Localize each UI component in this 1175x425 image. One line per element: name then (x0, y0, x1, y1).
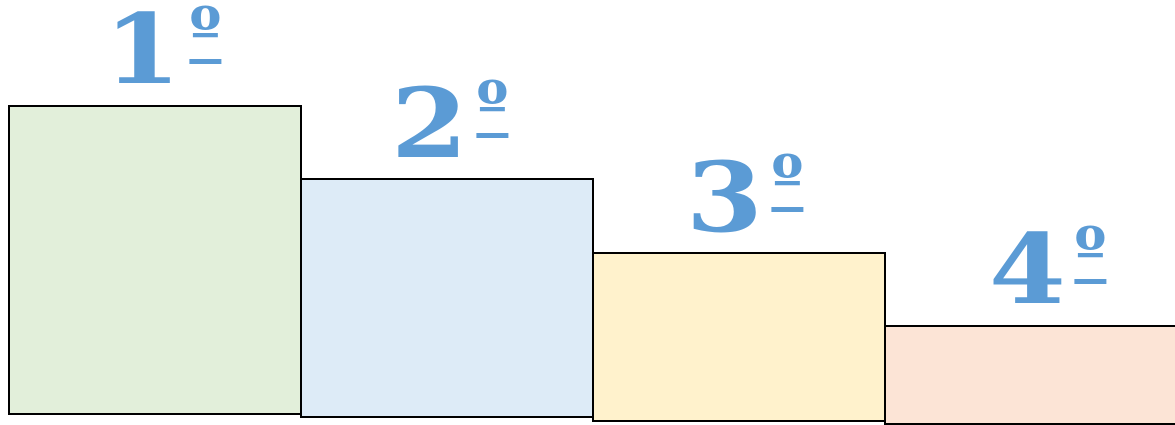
ordinal-indicator: º (476, 68, 509, 143)
podium-step-third (592, 252, 886, 422)
ordinal-indicator: º (189, 0, 222, 69)
podium-step-second (300, 178, 594, 418)
place-number: 4 (988, 213, 1066, 326)
place-number: 1 (103, 0, 181, 106)
place-number: 2 (390, 67, 468, 180)
podium-step-fourth (884, 325, 1175, 425)
ordinal-indicator: º (771, 142, 804, 217)
ordinal-indicator: º (1074, 214, 1107, 289)
place-number: 3 (685, 141, 763, 254)
podium-step-first (8, 105, 302, 415)
